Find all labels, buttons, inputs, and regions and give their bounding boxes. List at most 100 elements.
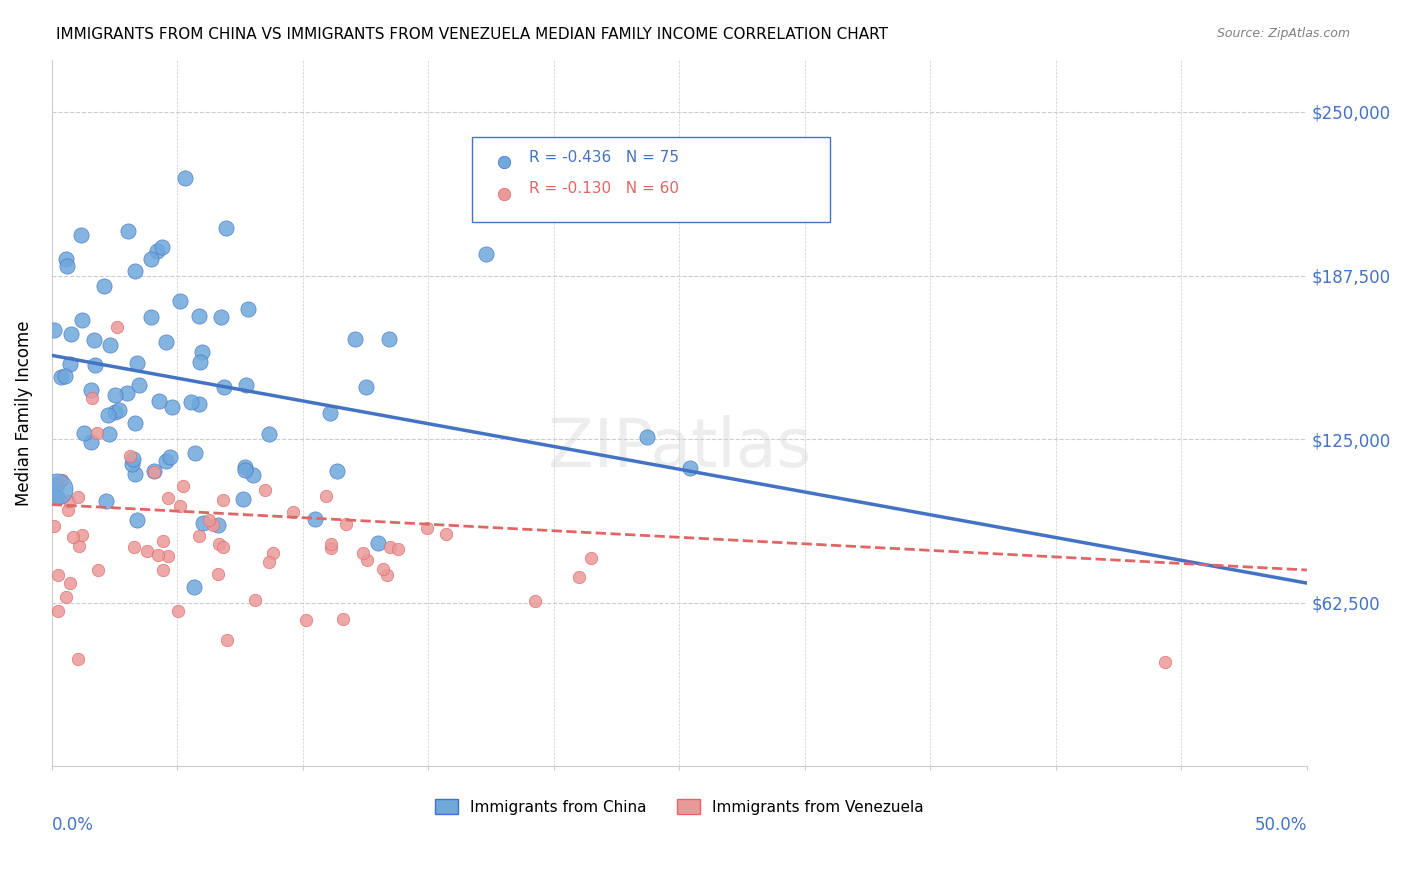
Point [121,457,143,471]
Point [155,335,177,350]
Point [145,244,167,259]
Point [238,301,260,316]
Point [152,563,174,577]
Point [70,528,93,542]
Point [233,463,256,477]
Point [124,540,146,554]
Point [46,567,69,582]
Point [321,536,343,550]
Point [945,759,967,773]
Point [207,566,229,581]
Point [59,357,82,371]
Point [157,491,180,506]
Point [172,479,194,493]
Point [150,239,173,253]
Point [945,759,967,773]
Point [97,408,120,422]
Point [127,356,149,370]
Point [524,594,547,608]
Point [371,562,394,576]
Point [475,247,498,261]
Point [207,518,229,533]
Text: 50.0%: 50.0% [1254,816,1308,834]
Point [335,516,357,531]
Point [100,337,122,351]
Point [183,446,205,460]
FancyBboxPatch shape [472,137,830,222]
Point [118,449,141,463]
Legend: Immigrants from China, Immigrants from Venezuela: Immigrants from China, Immigrants from V… [427,791,931,822]
Point [148,548,170,562]
Point [44,519,66,533]
Point [354,380,377,394]
Text: ZIPatlas: ZIPatlas [548,416,811,482]
Point [49,369,72,384]
Point [98,426,121,441]
Point [86,425,108,440]
Point [117,225,139,239]
Point [294,613,316,627]
Point [215,633,238,648]
Point [152,533,174,548]
Point [387,542,409,557]
Point [212,380,235,394]
Point [45,482,67,496]
Point [46,604,69,618]
Point [143,464,166,478]
Point [253,483,276,497]
Point [87,562,110,576]
Point [243,593,266,607]
Point [66,651,89,665]
Point [73,425,96,440]
Point [83,334,105,348]
Point [180,395,202,409]
Point [55,590,77,604]
Point [367,536,389,550]
Y-axis label: Median Family Income: Median Family Income [15,320,32,506]
Point [434,526,457,541]
Point [80,391,103,405]
Point [169,294,191,309]
Point [169,499,191,513]
Point [93,278,115,293]
Point [1154,655,1177,669]
Point [191,344,214,359]
Point [139,252,162,266]
Point [380,540,402,554]
Point [104,405,127,419]
Point [104,388,127,402]
Point [167,604,190,618]
Point [262,546,284,560]
Point [209,310,232,324]
Point [235,377,257,392]
Point [58,493,80,508]
Point [319,541,342,556]
Point [636,430,658,444]
Point [416,521,439,535]
Point [162,400,184,414]
Point [60,326,83,341]
Point [232,492,254,507]
Point [105,319,128,334]
Point [173,171,195,186]
Point [581,551,603,566]
Point [190,355,212,369]
Point [128,377,150,392]
Point [84,359,107,373]
Point [69,227,91,242]
Point [679,461,702,475]
Text: R = -0.436   N = 75: R = -0.436 N = 75 [529,150,679,165]
Point [257,427,280,442]
Point [45,490,67,504]
Point [375,567,398,582]
Point [115,385,138,400]
Point [201,517,224,532]
Point [136,543,159,558]
Point [343,332,366,346]
Text: 0.0%: 0.0% [52,816,94,834]
Point [304,512,326,526]
Point [212,540,235,554]
Point [66,490,89,504]
Point [568,570,591,584]
Point [125,513,148,527]
